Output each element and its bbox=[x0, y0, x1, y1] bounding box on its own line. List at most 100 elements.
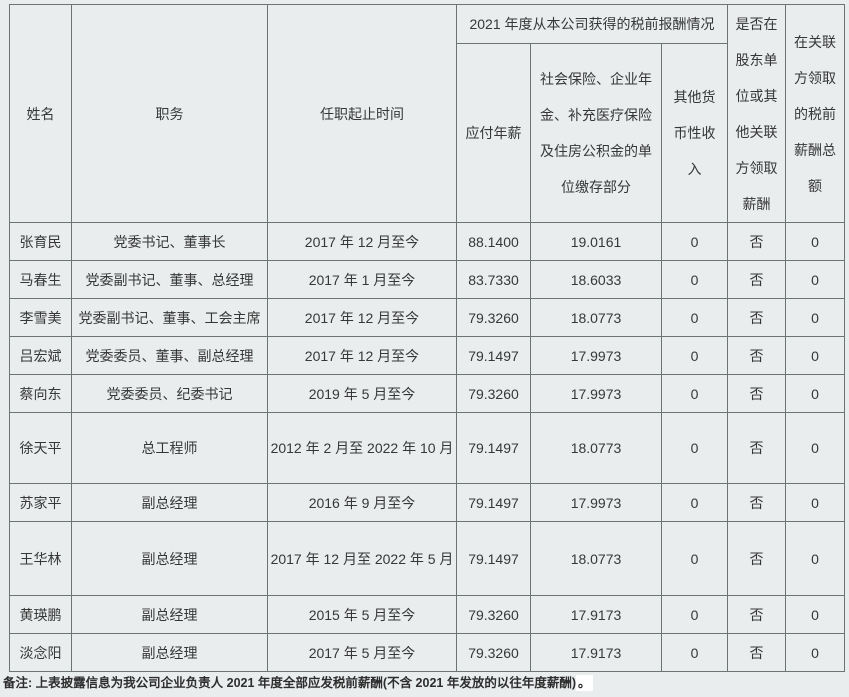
position-cell: 副总经理 bbox=[71, 633, 268, 672]
related-pay-cell: 否 bbox=[727, 595, 787, 634]
related-pay-cell: 否 bbox=[727, 633, 787, 672]
table-row: 淡念阳 副总经理 2017 年 5 月至今 79.3260 17.9173 0 … bbox=[9, 633, 846, 672]
header-other-income: 其他货币性收入 bbox=[660, 43, 729, 223]
name-cell: 徐天平 bbox=[9, 412, 72, 484]
footnote-text: 上表披露信息为我公司企业负责人 2021 年度全部应发税前薪酬(不含 2021 … bbox=[35, 676, 576, 690]
related-total-cell: 0 bbox=[785, 336, 846, 375]
name-cell: 马春生 bbox=[9, 260, 72, 299]
salary-cell: 79.3260 bbox=[456, 633, 531, 672]
header-row-group: 姓名 职务 任职起止时间 2021 年度从本公司获得的税前报酬情况 是否在股东单… bbox=[9, 4, 846, 223]
salary-cell: 79.3260 bbox=[456, 298, 531, 337]
other-income-cell: 0 bbox=[660, 298, 729, 337]
table-row: 徐天平 总工程师 2012 年 2 月至 2022 年 10 月 79.1497… bbox=[9, 412, 846, 484]
salary-cell: 79.3260 bbox=[456, 374, 531, 413]
related-pay-cell: 否 bbox=[727, 521, 787, 596]
insurance-cell: 18.6033 bbox=[530, 260, 662, 299]
header-related-pay: 是否在股东单位或其他关联方领取薪酬 bbox=[727, 4, 787, 223]
term-cell: 2015 年 5 月至今 bbox=[267, 595, 457, 634]
salary-cell: 79.1497 bbox=[456, 336, 531, 375]
other-income-cell: 0 bbox=[660, 483, 729, 522]
related-pay-cell: 否 bbox=[727, 298, 787, 337]
header-insurance: 社会保险、企业年金、补充医疗保险及住房公积金的单位缴存部分 bbox=[530, 43, 662, 223]
related-total-cell: 0 bbox=[785, 412, 846, 484]
name-cell: 王华林 bbox=[9, 521, 72, 596]
header-compensation-group: 2021 年度从本公司获得的税前报酬情况 bbox=[455, 4, 729, 44]
table-row: 张育民 党委书记、董事长 2017 年 12 月至今 88.1400 19.01… bbox=[9, 222, 846, 261]
position-cell: 党委书记、董事长 bbox=[71, 222, 268, 261]
other-income-cell: 0 bbox=[660, 260, 729, 299]
related-pay-cell: 否 bbox=[727, 412, 787, 484]
term-cell: 2019 年 5 月至今 bbox=[267, 374, 457, 413]
other-income-cell: 0 bbox=[660, 336, 729, 375]
insurance-cell: 18.0773 bbox=[530, 298, 662, 337]
footnote: 备注: 上表披露信息为我公司企业负责人 2021 年度全部应发税前薪酬(不含 2… bbox=[3, 672, 593, 691]
other-income-cell: 0 bbox=[660, 412, 729, 484]
related-total-cell: 0 bbox=[785, 222, 846, 261]
insurance-cell: 17.9973 bbox=[530, 483, 662, 522]
related-total-cell: 0 bbox=[785, 521, 846, 596]
footnote-label: 备注: bbox=[3, 676, 33, 690]
name-cell: 黄瑛鹏 bbox=[9, 595, 72, 634]
term-cell: 2017 年 12 月至今 bbox=[267, 222, 457, 261]
term-cell: 2017 年 12 月至今 bbox=[267, 336, 457, 375]
table-row: 王华林 副总经理 2017 年 12 月至 2022 年 5 月 79.1497… bbox=[9, 521, 846, 596]
related-total-cell: 0 bbox=[785, 374, 846, 413]
term-cell: 2017 年 1 月至今 bbox=[267, 260, 457, 299]
insurance-cell: 17.9973 bbox=[530, 374, 662, 413]
table-row: 苏家平 副总经理 2016 年 9 月至今 79.1497 17.9973 0 … bbox=[9, 483, 846, 522]
table-row: 吕宏斌 党委委员、董事、副总经理 2017 年 12 月至今 79.1497 1… bbox=[9, 336, 846, 375]
salary-cell: 83.7330 bbox=[456, 260, 531, 299]
table-row: 李雪美 党委副书记、董事、工会主席 2017 年 12 月至今 79.3260 … bbox=[9, 298, 846, 337]
insurance-cell: 18.0773 bbox=[530, 412, 662, 484]
table-row: 黄瑛鹏 副总经理 2015 年 5 月至今 79.3260 17.9173 0 … bbox=[9, 595, 846, 634]
insurance-cell: 17.9973 bbox=[530, 336, 662, 375]
related-pay-cell: 否 bbox=[727, 336, 787, 375]
insurance-cell: 19.0161 bbox=[530, 222, 662, 261]
name-cell: 苏家平 bbox=[9, 483, 72, 522]
position-cell: 党委委员、纪委书记 bbox=[71, 374, 268, 413]
position-cell: 副总经理 bbox=[71, 483, 268, 522]
term-cell: 2017 年 12 月至 2022 年 5 月 bbox=[267, 521, 457, 596]
table-row: 马春生 党委副书记、董事、总经理 2017 年 1 月至今 83.7330 18… bbox=[9, 260, 846, 299]
position-cell: 党委委员、董事、副总经理 bbox=[71, 336, 268, 375]
position-cell: 党委副书记、董事、总经理 bbox=[71, 260, 268, 299]
header-row-sub: 应付年薪 社会保险、企业年金、补充医疗保险及住房公积金的单位缴存部分 其他货币性… bbox=[10, 43, 845, 223]
header-position: 职务 bbox=[71, 4, 268, 223]
related-total-cell: 0 bbox=[785, 298, 846, 337]
name-cell: 蔡向东 bbox=[9, 374, 72, 413]
insurance-cell: 17.9173 bbox=[530, 633, 662, 672]
position-cell: 党委副书记、董事、工会主席 bbox=[71, 298, 268, 337]
other-income-cell: 0 bbox=[660, 374, 729, 413]
header-name: 姓名 bbox=[9, 4, 72, 223]
name-cell: 李雪美 bbox=[9, 298, 72, 337]
salary-cell: 79.3260 bbox=[456, 595, 531, 634]
term-cell: 2012 年 2 月至 2022 年 10 月 bbox=[267, 412, 457, 484]
related-total-cell: 0 bbox=[785, 260, 846, 299]
header-related-total: 在关联方领取的税前薪酬总额 bbox=[785, 4, 846, 223]
term-cell: 2017 年 5 月至今 bbox=[267, 633, 457, 672]
other-income-cell: 0 bbox=[660, 521, 729, 596]
related-pay-cell: 否 bbox=[727, 483, 787, 522]
salary-cell: 79.1497 bbox=[456, 521, 531, 596]
related-total-cell: 0 bbox=[785, 633, 846, 672]
name-cell: 吕宏斌 bbox=[9, 336, 72, 375]
related-pay-cell: 否 bbox=[727, 222, 787, 261]
other-income-cell: 0 bbox=[660, 595, 729, 634]
footnote-period-highlight: 。 bbox=[576, 675, 593, 691]
name-cell: 张育民 bbox=[9, 222, 72, 261]
position-cell: 副总经理 bbox=[71, 521, 268, 596]
salary-cell: 88.1400 bbox=[456, 222, 531, 261]
related-pay-cell: 否 bbox=[727, 374, 787, 413]
position-cell: 总工程师 bbox=[71, 412, 268, 484]
position-cell: 副总经理 bbox=[71, 595, 268, 634]
insurance-cell: 17.9173 bbox=[530, 595, 662, 634]
related-pay-cell: 否 bbox=[727, 260, 787, 299]
term-cell: 2017 年 12 月至今 bbox=[267, 298, 457, 337]
table-row: 蔡向东 党委委员、纪委书记 2019 年 5 月至今 79.3260 17.99… bbox=[9, 374, 846, 413]
salary-cell: 79.1497 bbox=[456, 483, 531, 522]
related-total-cell: 0 bbox=[785, 483, 846, 522]
insurance-cell: 18.0773 bbox=[530, 521, 662, 596]
salary-cell: 79.1497 bbox=[456, 412, 531, 484]
other-income-cell: 0 bbox=[660, 633, 729, 672]
name-cell: 淡念阳 bbox=[9, 633, 72, 672]
